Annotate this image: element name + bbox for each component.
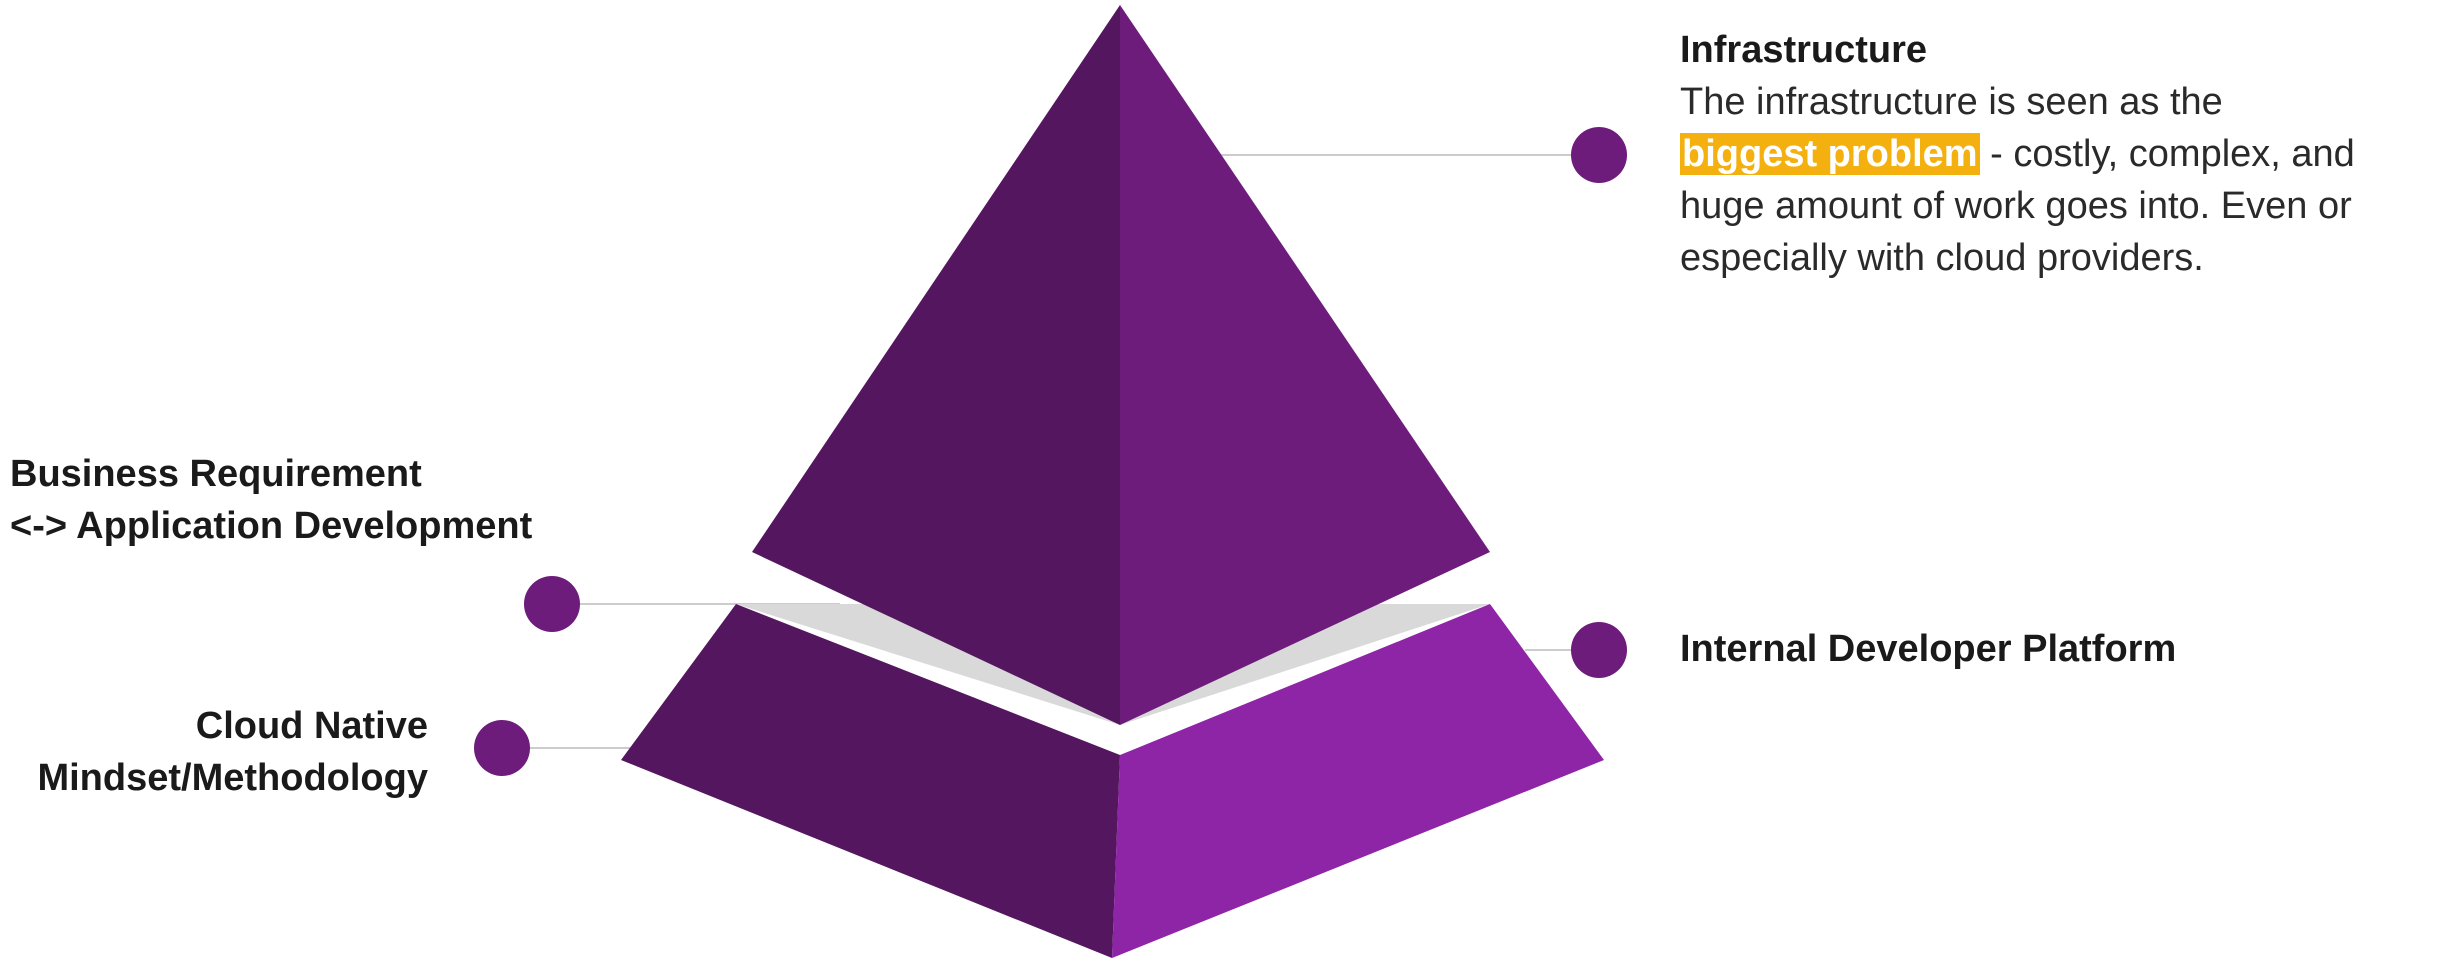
marker-cloud-native bbox=[474, 720, 530, 776]
infrastructure-callout: Infrastructure The infrastructure is see… bbox=[1680, 24, 2440, 284]
infrastructure-title: Infrastructure bbox=[1680, 29, 1928, 71]
pyramid-top-right-face bbox=[1120, 5, 1490, 725]
marker-business bbox=[524, 576, 580, 632]
business-callout: Business Requirement <-> Application Dev… bbox=[10, 448, 630, 552]
infrastructure-description: The infrastructure is seen as the biggest… bbox=[1680, 76, 2440, 284]
cloud-native-label-line2: Mindset/Methodology bbox=[37, 757, 428, 799]
pyramid-bottom-right-face bbox=[1112, 604, 1604, 958]
cloud-native-callout: Cloud Native Mindset/Methodology bbox=[0, 700, 428, 804]
marker-platform bbox=[1571, 622, 1627, 678]
pyramid-bottom-left-face bbox=[621, 604, 1120, 958]
business-label-line2: <-> Application Development bbox=[10, 505, 533, 547]
business-label-line1: Business Requirement bbox=[10, 453, 422, 495]
infrastructure-description-rest: - costly, complex, and huge amount of wo… bbox=[1680, 133, 2355, 279]
cloud-native-label-line1: Cloud Native bbox=[195, 705, 428, 747]
platform-label: Internal Developer Platform bbox=[1680, 628, 2177, 670]
platform-callout: Internal Developer Platform bbox=[1680, 623, 2440, 675]
marker-infrastructure bbox=[1571, 127, 1627, 183]
infrastructure-description-intro: The infrastructure is seen as the bbox=[1680, 81, 2223, 123]
infrastructure-highlight: biggest problem bbox=[1680, 133, 1980, 175]
pyramid-top-left-face bbox=[752, 5, 1120, 725]
